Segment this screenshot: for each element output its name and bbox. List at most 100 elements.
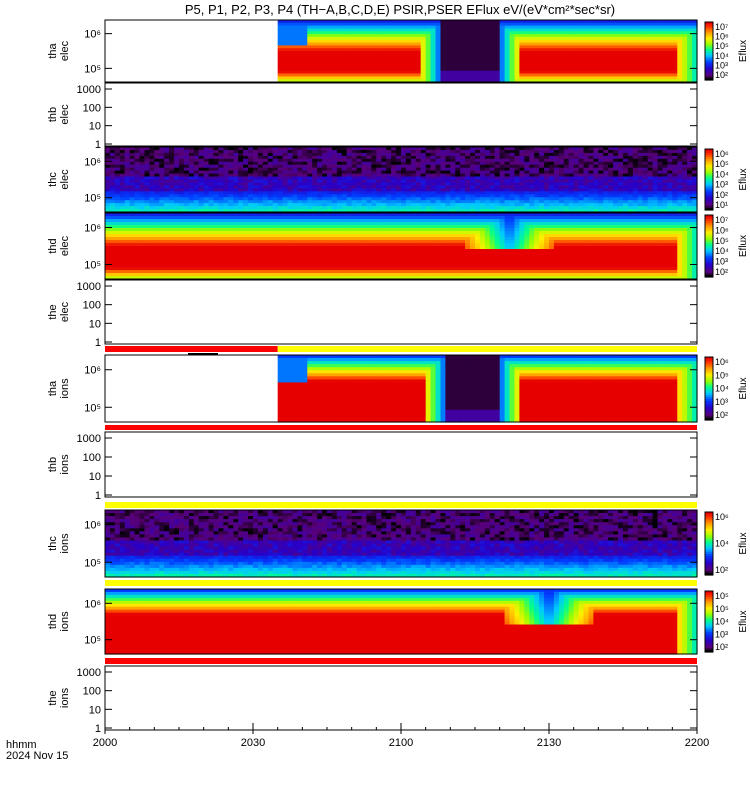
spectrogram-cell [504, 76, 511, 80]
spectrogram-cell [405, 79, 412, 83]
spectrogram-cell [346, 28, 353, 32]
spectrogram-cell [391, 20, 397, 24]
spectrogram-cell [465, 53, 471, 58]
ylabel-thb-elec: thbelec [47, 104, 71, 125]
spectrogram-cell [297, 36, 303, 41]
spectrogram-cell [499, 62, 506, 66]
spectrogram-cell [386, 53, 392, 58]
spectrogram-cell [341, 62, 348, 66]
spectrogram-cell [440, 53, 446, 58]
spectrogram-cell [539, 42, 545, 46]
spectrogram-cell [578, 73, 585, 77]
spectrogram-cell [460, 79, 466, 83]
spectrogram-cell [529, 51, 535, 55]
spectrogram-cell [381, 34, 387, 38]
spectrogram-cell [415, 20, 422, 24]
spectrogram-cell [336, 76, 343, 80]
spectrogram-cell [282, 48, 289, 52]
ytick-label: 10⁵ [84, 63, 101, 75]
spectrogram-cell [307, 25, 313, 29]
spectrogram-cell [588, 25, 594, 29]
spectrogram-cell [544, 56, 550, 60]
spectrogram-cell [361, 39, 367, 44]
spectrogram-cell [484, 34, 491, 38]
spectrogram-cell [504, 31, 511, 35]
spectrogram-cell [386, 51, 392, 55]
spectrogram-cell [484, 39, 491, 44]
spectrogram-cell [307, 36, 313, 41]
colorbar-tick-label: 10⁵ [715, 41, 729, 51]
spectrogram-cell [312, 67, 318, 72]
spectrogram-cell [327, 65, 333, 69]
spectrogram-cell [366, 36, 372, 41]
spectrogram-cell [410, 70, 417, 75]
spectrogram-cell [460, 28, 466, 32]
spectrogram-cell [627, 42, 634, 46]
spectrogram-cell [435, 20, 441, 24]
spectrogram-cell [514, 48, 520, 52]
spectrogram-cell [371, 67, 377, 72]
spectrogram-cell [465, 67, 471, 72]
spectrogram-cell [494, 70, 501, 75]
spectrogram-cell [297, 62, 303, 66]
spectrogram-cell [292, 42, 298, 46]
spectrogram-cell [341, 76, 348, 80]
spectrogram-cell [346, 62, 353, 66]
spectrogram-cell [440, 45, 446, 49]
spectrogram-cell [529, 67, 535, 72]
spectrogram-cell [396, 62, 402, 66]
spectrogram-cell [391, 31, 397, 35]
spectrogram-cell [396, 53, 402, 58]
spectrogram-cell [455, 20, 461, 24]
spectrogram-cell [292, 25, 298, 29]
spectrogram-cell [361, 34, 367, 38]
spectrogram-cell [450, 79, 456, 83]
spectrogram-cell [317, 36, 323, 41]
ylabel-species: elec [59, 40, 71, 61]
spectrogram-cell [297, 42, 303, 46]
spectrogram-cell [415, 56, 422, 60]
spectrogram-cell [405, 22, 412, 27]
spectrogram-cell [307, 42, 313, 46]
spectrogram-cell [381, 22, 387, 27]
spectrogram-cell [312, 36, 318, 41]
spectrogram-cell [479, 48, 486, 52]
spectrogram-cell [351, 42, 358, 46]
spectrogram-cell [534, 76, 540, 80]
spectrogram-cell [504, 79, 511, 83]
spectrogram-cell [524, 79, 530, 83]
spectrogram-cell [549, 25, 555, 29]
spectrogram-cell [524, 59, 530, 63]
spectrogram-cell [336, 22, 343, 27]
spectrogram-cell [509, 20, 515, 24]
spectrogram-cell [277, 53, 284, 58]
spectrogram-cell [366, 22, 372, 27]
spectrogram-cell [450, 22, 456, 27]
colorbar-tick-label: 10⁶ [715, 32, 729, 42]
spectrogram-cell [336, 42, 343, 46]
spectrogram-cell [376, 42, 382, 46]
spectrogram-cell [396, 45, 402, 49]
spectrogram-cell [287, 73, 293, 77]
spectrogram-cell [435, 62, 441, 66]
spectrogram-cell [341, 20, 348, 24]
spectrogram-cell [479, 39, 486, 44]
spectrogram-cell [524, 42, 530, 46]
spectrogram-cell [455, 62, 461, 66]
spectrogram-cell [440, 67, 446, 72]
spectrogram-cell [504, 28, 511, 32]
spectrogram-cell [356, 51, 363, 55]
spectrogram-cell [534, 22, 540, 27]
spectrogram-cell [430, 67, 437, 72]
spectrogram-cell [573, 42, 580, 46]
spectrogram-cell [381, 56, 387, 60]
spectrogram-cell [341, 31, 348, 35]
spectrogram-cell [430, 42, 437, 46]
spectrogram-cell [361, 22, 367, 27]
spectrogram-cell [682, 73, 688, 77]
colorbar-tick-label: 10³ [715, 180, 728, 190]
spectrogram-cell [287, 36, 293, 41]
spectrogram-cell [677, 56, 683, 60]
spectrogram-cell [317, 62, 323, 66]
spectrogram-cell [435, 76, 441, 80]
